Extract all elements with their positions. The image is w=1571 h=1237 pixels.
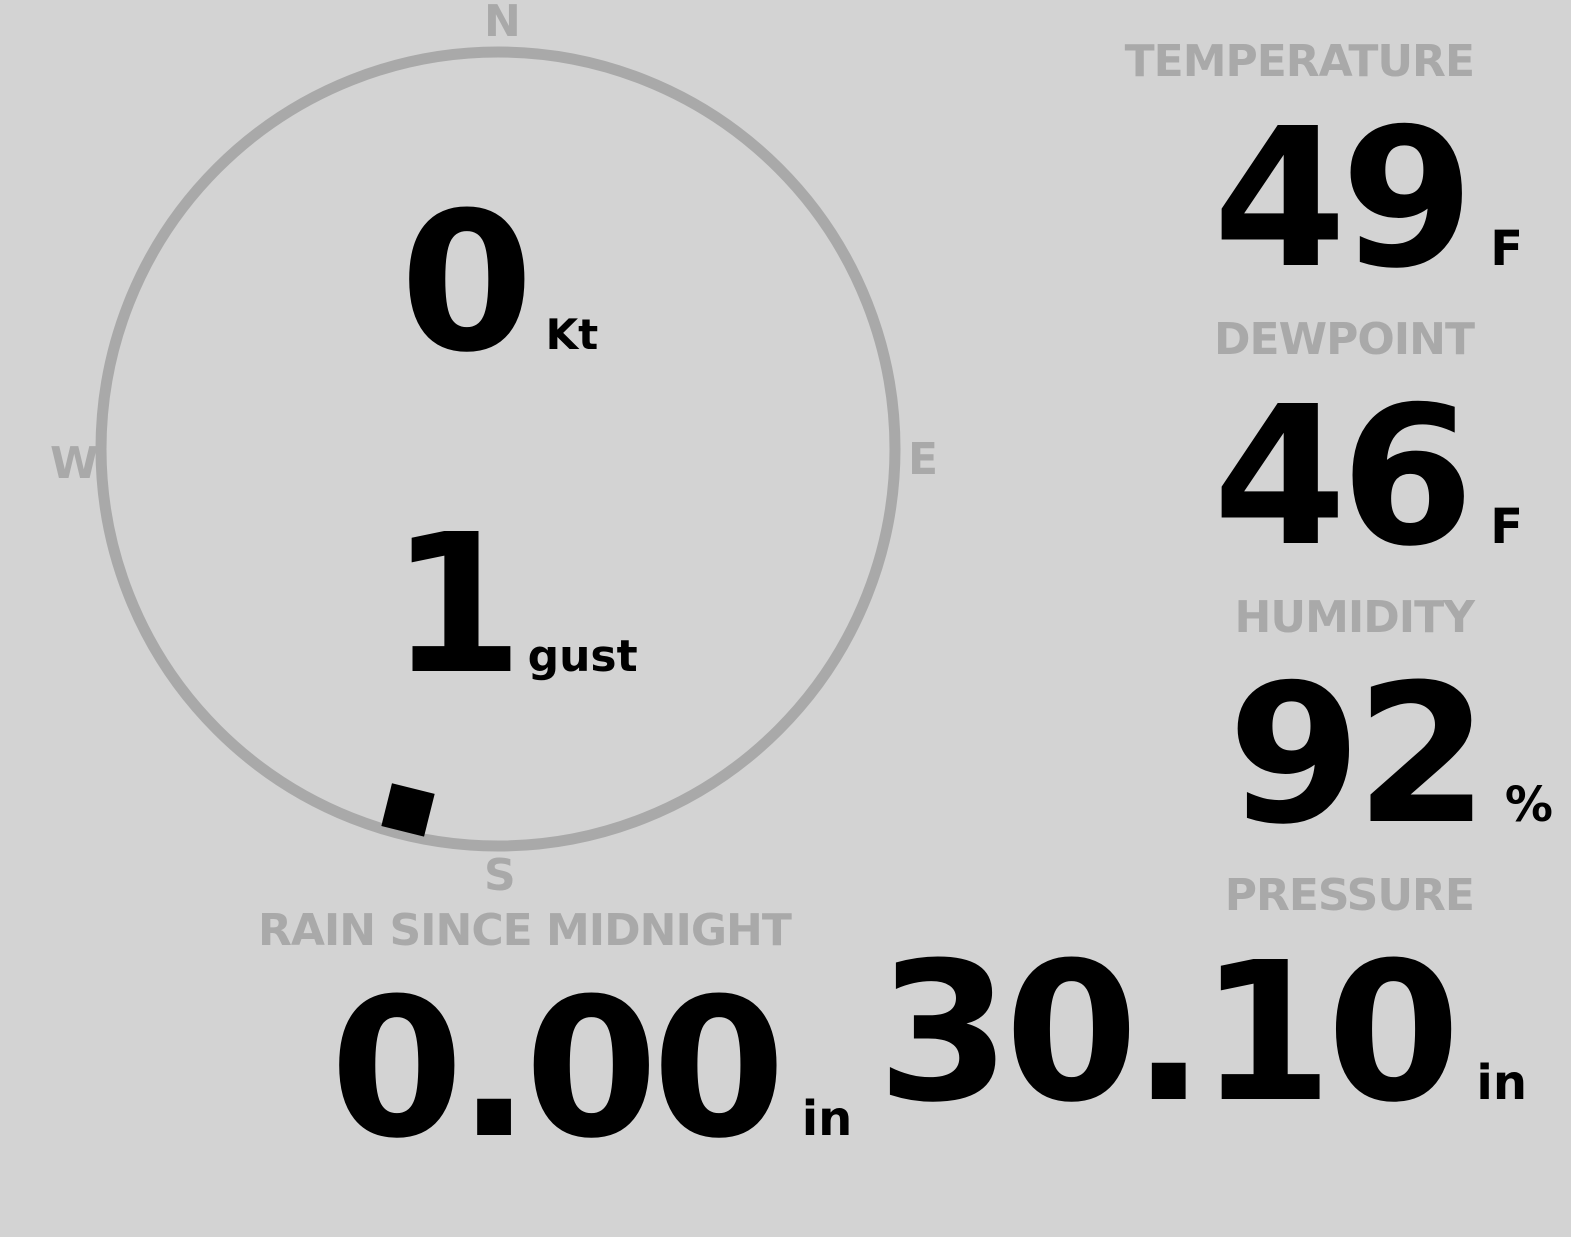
dewpoint-value: 46 (1213, 366, 1474, 589)
humidity-label: HUMIDITY (1234, 592, 1475, 643)
wind-gust-value: 1 (390, 494, 524, 717)
wind-speed-unit: Kt (545, 310, 599, 359)
rain-label: RAIN SINCE MIDNIGHT (258, 905, 792, 956)
wind-speed: 0 Kt (400, 172, 598, 395)
humidity-unit: % (1504, 777, 1553, 833)
compass-south: S (484, 850, 516, 901)
dewpoint-unit: F (1490, 499, 1523, 555)
wind-direction-marker (381, 783, 435, 837)
humidity-value: 92 (1227, 644, 1489, 867)
wind-gust: 1 gust (390, 494, 638, 717)
dewpoint: 46 F (1213, 366, 1523, 589)
wind-gust-unit: gust (527, 631, 638, 682)
compass-east: E (908, 434, 939, 485)
wind-compass (95, 46, 901, 852)
rain-value: 0.00 (330, 958, 786, 1181)
temperature: 49 F (1213, 88, 1523, 311)
rain: 0.00 in (330, 958, 852, 1181)
pressure-value: 30.10 (877, 922, 1460, 1145)
wind-speed-value: 0 (400, 172, 534, 395)
rain-unit: in (801, 1091, 853, 1147)
dewpoint-label: DEWPOINT (1214, 314, 1475, 365)
compass-ring (95, 46, 901, 852)
humidity: 92% (1228, 644, 1553, 867)
compass-west: W (50, 438, 99, 489)
pressure-unit: in (1476, 1055, 1527, 1111)
pressure-label: PRESSURE (1224, 870, 1475, 921)
compass-north: N (484, 0, 521, 47)
temperature-label: TEMPERATURE (1124, 36, 1475, 87)
pressure: 30.10 in (877, 922, 1527, 1145)
temperature-value: 49 (1213, 88, 1474, 311)
temperature-unit: F (1490, 221, 1523, 277)
